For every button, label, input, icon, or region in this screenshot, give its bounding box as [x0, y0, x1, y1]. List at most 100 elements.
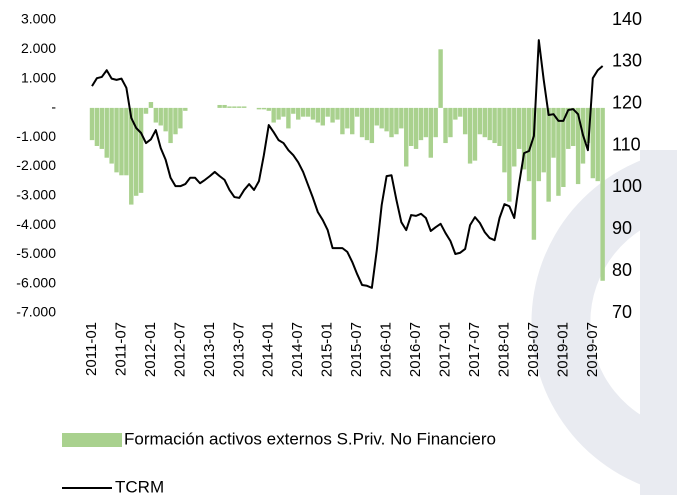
y2-tick-label: 80 [612, 260, 632, 280]
bar [492, 107, 497, 144]
y-tick-label: -4.000 [16, 216, 56, 232]
bar [531, 107, 537, 240]
y-tick-label: -1.000 [16, 128, 56, 144]
bar [168, 107, 173, 144]
y-tick-label: -7.000 [16, 304, 56, 320]
x-tick-label: 2011-07 [112, 322, 129, 376]
bar [389, 107, 394, 138]
bar [369, 107, 375, 144]
x-tick-label: 2012-01 [142, 322, 159, 377]
bar [423, 107, 429, 138]
bar [448, 107, 453, 138]
bar [428, 107, 433, 158]
x-tick-label: 2017-07 [466, 322, 483, 377]
bar [600, 107, 605, 281]
y2-tick-label: 100 [612, 176, 642, 196]
x-tick-label: 2019-01 [554, 322, 571, 377]
legend-label: TCRM [115, 477, 164, 495]
bar [94, 107, 100, 146]
bar [585, 107, 591, 144]
bar [516, 107, 522, 149]
bar [232, 106, 237, 108]
bar [536, 107, 542, 182]
legend-label: Formación activos externos S.Priv. No Fi… [124, 429, 496, 448]
bar [124, 107, 129, 176]
bar [163, 107, 168, 132]
bar [261, 107, 267, 110]
bar [227, 106, 232, 108]
bar [462, 107, 468, 135]
y-tick-label: 3.000 [21, 11, 56, 27]
y2-tick-label: 110 [612, 134, 641, 154]
bar [364, 107, 370, 141]
bar [570, 107, 576, 146]
x-tick-label: 2018-01 [495, 322, 512, 377]
bar [330, 107, 335, 123]
bar [467, 107, 473, 164]
bar [183, 107, 188, 111]
bar [512, 107, 517, 167]
bar [104, 107, 109, 158]
bar [551, 107, 556, 158]
bar [458, 107, 463, 117]
bar [335, 107, 340, 120]
y2-tick-label: 90 [612, 218, 632, 238]
bar [561, 107, 566, 188]
bar [556, 107, 561, 196]
line [91, 39, 604, 289]
bar [345, 107, 350, 129]
bar [472, 107, 478, 161]
bar [566, 107, 571, 149]
bar [237, 106, 242, 108]
bar [286, 107, 291, 129]
bar [404, 107, 409, 167]
bar [133, 107, 139, 196]
bar [340, 107, 345, 135]
bar [418, 107, 424, 141]
bar [443, 107, 448, 144]
bar [109, 107, 114, 164]
y-tick-label: -3.000 [16, 187, 56, 203]
bar [526, 107, 532, 182]
bar [143, 107, 149, 114]
y-tick-label: 2.000 [21, 40, 56, 56]
bar [114, 107, 119, 173]
y-tick-label: -6.000 [16, 274, 56, 290]
bar [453, 107, 458, 120]
bar [173, 107, 178, 135]
y-tick-label: -2.000 [16, 157, 56, 173]
bar [242, 106, 247, 108]
bar [99, 107, 105, 149]
bar [153, 107, 159, 123]
legend-swatch [62, 433, 122, 447]
bar [546, 107, 551, 202]
bar [325, 107, 330, 117]
bar [433, 107, 438, 138]
x-tick-label: 2014-07 [289, 322, 306, 377]
bar [315, 107, 321, 123]
bar [217, 104, 222, 108]
x-tick-label: 2017-01 [436, 322, 453, 377]
x-tick-label: 2011-01 [83, 322, 100, 376]
x-tick-label: 2019-07 [584, 322, 601, 377]
bar [281, 107, 286, 117]
y2-tick-label: 120 [612, 92, 642, 112]
bar [148, 102, 154, 108]
y-tick-label: -5.000 [16, 245, 56, 261]
bar [222, 104, 227, 108]
bar [359, 107, 365, 138]
bar [379, 107, 384, 129]
bar [575, 107, 581, 185]
bar [590, 107, 596, 179]
x-tick-label: 2015-01 [319, 322, 336, 377]
bar [296, 107, 301, 120]
x-tick-label: 2016-01 [378, 322, 395, 377]
bar [350, 107, 355, 135]
bar [595, 107, 600, 182]
bar [438, 49, 443, 108]
y2-tick-label: 70 [612, 302, 632, 322]
x-tick-label: 2015-07 [348, 322, 365, 377]
y2-tick-label: 140 [612, 9, 642, 29]
bar [129, 107, 134, 205]
